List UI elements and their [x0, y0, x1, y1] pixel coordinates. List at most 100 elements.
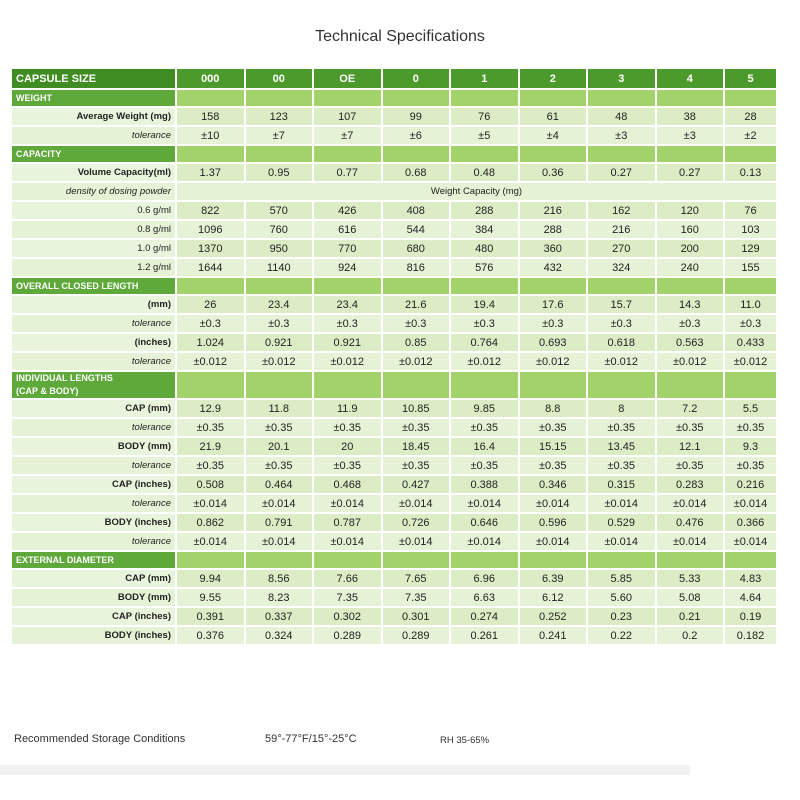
cell: 21.6 — [380, 294, 451, 315]
storage-label: Recommended Storage Conditions — [14, 733, 186, 745]
row-label: 1.0 g/ml — [10, 238, 177, 259]
cell: ±0.014 — [175, 531, 246, 552]
cell: 23.4 — [312, 294, 383, 315]
cell: 10.85 — [380, 398, 451, 419]
section-cell — [175, 276, 246, 296]
data-row: tolerance ±0.012 ±0.012 ±0.012 ±0.012 ±0.012 ±… — [10, 351, 778, 372]
cell: 0.289 — [380, 625, 451, 646]
data-row: CAP (inches) 0.508 0.464 0.468 0.427 0.388 0.3… — [10, 474, 778, 495]
storage-humidity: RH 35-65% — [440, 735, 490, 746]
section-cell — [380, 370, 451, 400]
cell: ±0.014 — [449, 493, 520, 514]
row-label: density of dosing powder — [10, 181, 177, 202]
cell: 0.182 — [723, 625, 778, 646]
cell: ±0.014 — [723, 493, 778, 514]
data-row: 0.6 g/ml 822 570 426 408 288 216 162 120 76 — [10, 200, 778, 221]
cell: 216 — [586, 219, 657, 240]
cell: ±0.35 — [723, 455, 778, 476]
cell: ±0.012 — [654, 351, 725, 372]
cell: 8.56 — [243, 568, 314, 589]
cell: 103 — [723, 219, 778, 240]
cell: 28 — [723, 106, 778, 127]
row-label: Volume Capacity(ml) — [10, 162, 177, 183]
data-row: tolerance ±0.014 ±0.014 ±0.014 ±0.014 ±0.014 ±… — [10, 493, 778, 514]
cell: 1140 — [243, 257, 314, 278]
data-row: tolerance ±10 ±7 ±7 ±6 ±5 ±4 ±3 ±3 ±2 — [10, 125, 778, 146]
cell: ±0.012 — [243, 351, 314, 372]
cell: ±0.014 — [586, 493, 657, 514]
cell: 0.563 — [654, 332, 725, 353]
cell: 0.618 — [586, 332, 657, 353]
cell: 680 — [380, 238, 451, 259]
cell: ±0.35 — [243, 455, 314, 476]
cell: 26 — [175, 294, 246, 315]
divider — [0, 765, 690, 775]
section-title: CAPACITY — [10, 144, 177, 164]
cell: ±0.014 — [517, 493, 588, 514]
cell: 19.4 — [449, 294, 520, 315]
header-cell: 00 — [243, 67, 314, 90]
cell: 120 — [654, 200, 725, 221]
cell: ±0.3 — [312, 313, 383, 334]
section-cell — [723, 144, 778, 164]
cell: 9.94 — [175, 568, 246, 589]
cell: 9.3 — [723, 436, 778, 457]
cell: 1096 — [175, 219, 246, 240]
cell: ±0.35 — [380, 417, 451, 438]
section-cell — [586, 88, 657, 108]
cell: 5.08 — [654, 587, 725, 608]
cell: ±7 — [312, 125, 383, 146]
header-cell: 0 — [380, 67, 451, 90]
row-label: BODY (mm) — [10, 587, 177, 608]
cell: 99 — [380, 106, 451, 127]
cell: 0.21 — [654, 606, 725, 627]
cell: ±0.014 — [243, 531, 314, 552]
cell: 7.66 — [312, 568, 383, 589]
cell: 23.4 — [243, 294, 314, 315]
cell: 155 — [723, 257, 778, 278]
data-row: 0.8 g/ml 1096 760 616 544 384 288 216 160 103 — [10, 219, 778, 240]
cell: ±0.012 — [723, 351, 778, 372]
section-row: EXTERNAL DIAMETER — [10, 550, 778, 570]
cell: ±7 — [243, 125, 314, 146]
section-cell — [243, 550, 314, 570]
cell: ±0.012 — [586, 351, 657, 372]
cell: ±0.014 — [175, 493, 246, 514]
row-label: CAP (mm) — [10, 398, 177, 419]
cell: ±0.014 — [586, 531, 657, 552]
cell: 0.261 — [449, 625, 520, 646]
cell: ±0.35 — [449, 455, 520, 476]
cell: 216 — [517, 200, 588, 221]
cell: 822 — [175, 200, 246, 221]
section-cell — [654, 276, 725, 296]
cell: 480 — [449, 238, 520, 259]
cell: 0.366 — [723, 512, 778, 533]
title: Technical Specifications — [315, 28, 485, 45]
cell: ±0.012 — [380, 351, 451, 372]
cell: 158 — [175, 106, 246, 127]
cell: 0.791 — [243, 512, 314, 533]
cell: ±0.014 — [380, 493, 451, 514]
cell: ±0.35 — [723, 417, 778, 438]
cell: 9.85 — [449, 398, 520, 419]
cell: 0.241 — [517, 625, 588, 646]
cell: ±0.014 — [243, 493, 314, 514]
data-row: density of dosing powder Weight Capacity … — [10, 181, 778, 202]
header-cell: 4 — [654, 67, 725, 90]
cell: 0.252 — [517, 606, 588, 627]
section-cell — [243, 144, 314, 164]
cell: 0.283 — [654, 474, 725, 495]
cell: 15.7 — [586, 294, 657, 315]
cell: 0.508 — [175, 474, 246, 495]
cell: 0.391 — [175, 606, 246, 627]
cell: 6.12 — [517, 587, 588, 608]
cell: 544 — [380, 219, 451, 240]
cell: ±0.35 — [654, 455, 725, 476]
cell: 0.77 — [312, 162, 383, 183]
cell: ±0.014 — [312, 493, 383, 514]
section-cell — [654, 550, 725, 570]
cell: 0.726 — [380, 512, 451, 533]
cell: ±6 — [380, 125, 451, 146]
cell: ±0.3 — [175, 313, 246, 334]
